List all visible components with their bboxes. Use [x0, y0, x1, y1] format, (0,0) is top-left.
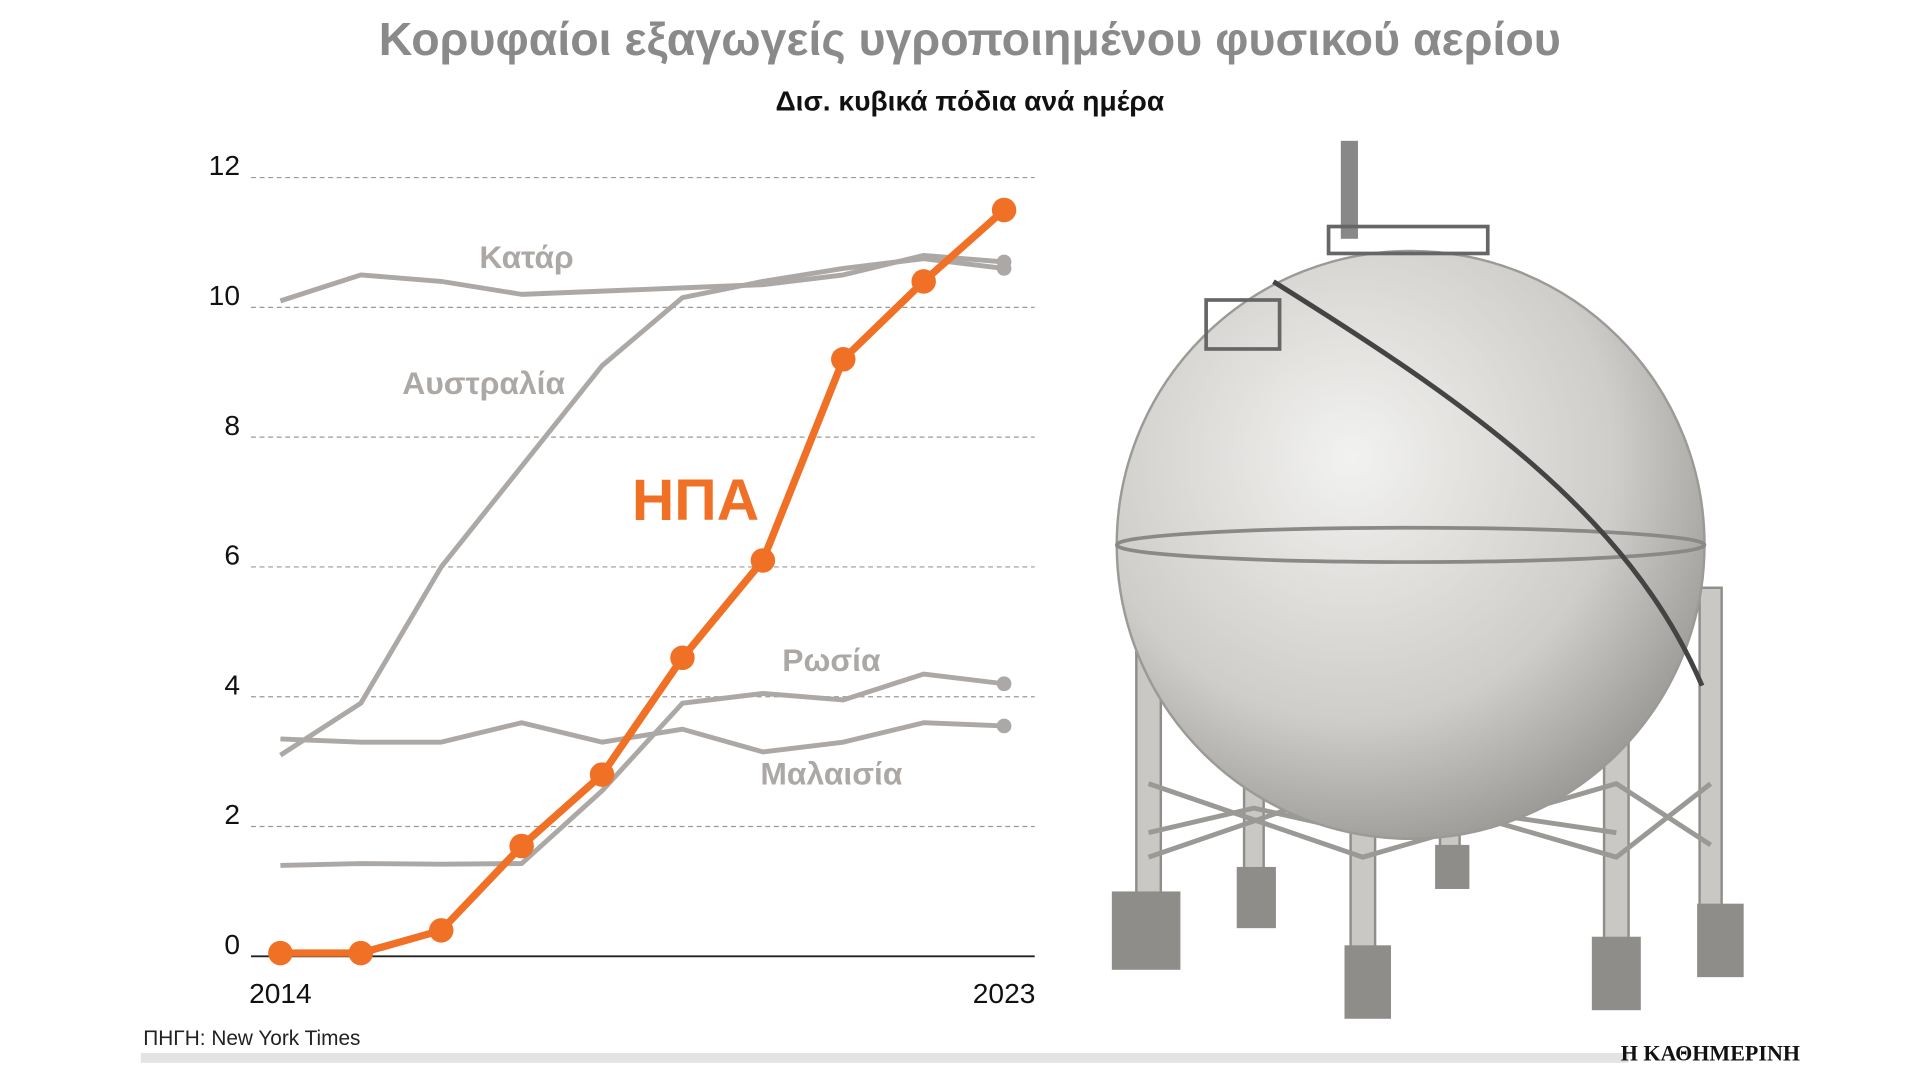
y-tick-label: 10	[209, 280, 240, 311]
footer-bar	[140, 1053, 1629, 1063]
point	[996, 261, 1012, 276]
chart-title: Κορυφαίοι εξαγωγείς υγροποιημένου φυσικο…	[379, 13, 1561, 65]
point	[268, 940, 293, 966]
brand: Η ΚΑΘΗΜΕΡΙΝΗ	[1621, 1041, 1800, 1066]
point	[911, 269, 936, 294]
x-tick-label: 2023	[973, 978, 1036, 1009]
series-label: Μαλαισία	[760, 756, 902, 792]
source: ΠΗΓΗ: New York Times	[143, 1027, 360, 1050]
x-tick-label: 2014	[249, 978, 312, 1009]
point	[428, 918, 454, 943]
y-tick-label: 2	[224, 799, 240, 830]
point	[589, 762, 615, 787]
point	[996, 676, 1012, 692]
chart-subtitle: Δισ. κυβικά πόδια ανά ημέρα	[775, 85, 1164, 116]
series-line	[280, 207, 1007, 957]
series-label: Ρωσία	[782, 642, 881, 678]
y-tick-label: 12	[209, 150, 240, 181]
series-line	[280, 671, 1005, 868]
series-label: Κατάρ	[479, 239, 573, 275]
point	[509, 833, 534, 859]
series-line	[279, 256, 1005, 758]
series-label: ΗΠΑ	[632, 468, 759, 533]
point	[348, 940, 374, 966]
point	[750, 548, 776, 573]
y-tick-label: 8	[224, 410, 240, 441]
point	[991, 197, 1017, 223]
tank-illustration	[1111, 140, 1744, 1019]
point	[670, 645, 695, 671]
y-tick-label: 0	[224, 929, 240, 960]
point	[996, 718, 1012, 734]
y-tick-label: 6	[224, 540, 240, 571]
y-tick-label: 4	[224, 669, 240, 700]
series-label: Αυστραλία	[402, 365, 565, 401]
series-line	[280, 720, 1005, 755]
point	[831, 347, 856, 372]
